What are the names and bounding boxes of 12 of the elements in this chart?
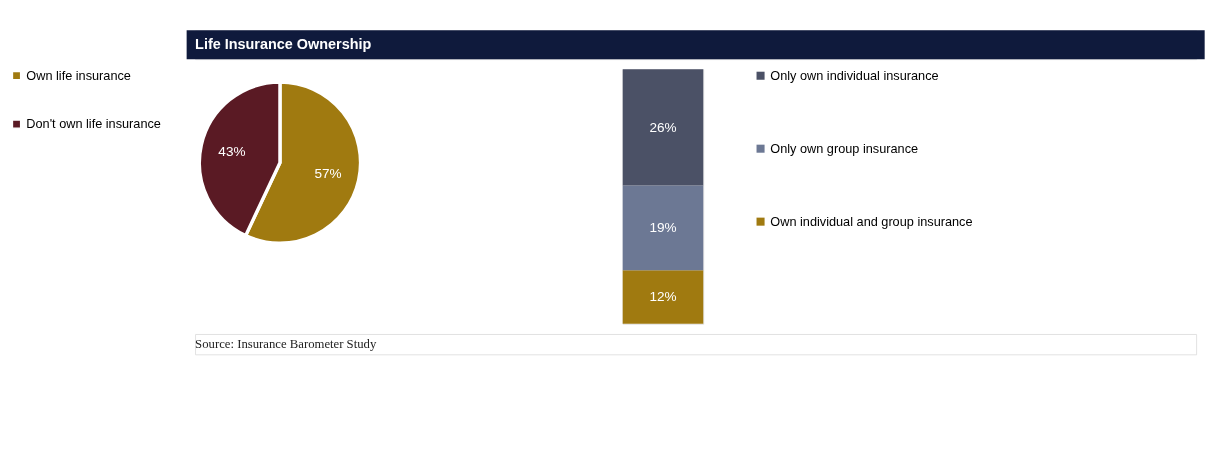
legend-label: Only own individual insurance	[770, 67, 939, 83]
data-label: 43%	[218, 144, 246, 160]
chart-title: Life Insurance Ownership	[195, 36, 372, 53]
legend-label: Don't own life insurance	[26, 116, 161, 132]
data-label: 57%	[314, 165, 342, 181]
source-note: Source: Insurance Barometer Study	[195, 337, 377, 352]
data-label: 26%	[649, 119, 677, 135]
data-label: 12%	[649, 289, 677, 305]
data-label: 19%	[649, 220, 677, 236]
legend-label: Own life insurance	[26, 67, 131, 83]
legend-label: Own individual and group insurance	[770, 213, 973, 229]
legend-label: Only own group insurance	[770, 140, 919, 156]
